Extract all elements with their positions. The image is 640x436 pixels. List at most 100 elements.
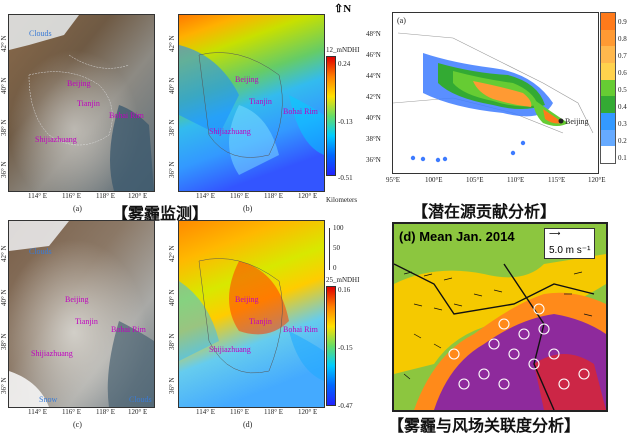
colorbar-min: -0.51 bbox=[338, 174, 353, 182]
y-tick: 42°N bbox=[366, 93, 381, 101]
x-tick: 105°E bbox=[466, 176, 484, 184]
colorbar-swatch bbox=[601, 146, 615, 164]
y-tick: 40° N bbox=[0, 77, 8, 94]
y-tick: 42° N bbox=[0, 245, 8, 262]
colorbar-min: -0.47 bbox=[338, 402, 353, 410]
city-label: Clouds bbox=[29, 247, 52, 256]
y-tick: 48°N bbox=[366, 30, 381, 38]
city-label: Snow bbox=[39, 395, 58, 404]
city-label: Tianjin bbox=[249, 97, 272, 106]
vector-arrow-icon: ⟶ bbox=[549, 229, 561, 238]
panel-label: (a) bbox=[73, 204, 82, 213]
x-tick: 95°E bbox=[386, 176, 401, 184]
city-label: Shijiazhuang bbox=[31, 349, 73, 358]
wind-vector-legend: ⟶ 5.0 m s⁻¹ bbox=[544, 228, 596, 259]
colorbar-max: 0.24 bbox=[338, 60, 351, 68]
panel-label: (d) bbox=[243, 420, 253, 429]
scale-bar-line bbox=[329, 228, 330, 270]
ndhi-image-b bbox=[179, 15, 324, 191]
panel-label: (a) bbox=[397, 16, 406, 25]
truecolor-image-c bbox=[9, 221, 154, 407]
x-tick: 120° E bbox=[128, 408, 148, 416]
city-beijing-label: Beijing bbox=[565, 117, 589, 126]
city-label: Shijiazhuang bbox=[209, 345, 251, 354]
y-tick: 38° N bbox=[0, 333, 8, 350]
x-tick: 120° E bbox=[298, 408, 318, 416]
scale-tick: 100 bbox=[333, 224, 344, 232]
wind-map-title: (d) Mean Jan. 2014 bbox=[399, 229, 515, 244]
vector-legend-label: 5.0 m s⁻¹ bbox=[549, 245, 591, 256]
x-tick: 100°E bbox=[425, 176, 443, 184]
colorbar-tick: 0.6 bbox=[618, 69, 627, 77]
city-label: Shijiazhuang bbox=[209, 127, 251, 136]
city-label: Bohai Rim bbox=[109, 111, 144, 120]
source-contribution-map: (a) Beijing bbox=[392, 12, 599, 174]
colorbar-d bbox=[326, 286, 336, 406]
colorbar-max: 0.16 bbox=[338, 286, 351, 294]
y-tick: 42° N bbox=[0, 35, 8, 52]
y-tick: 36° N bbox=[0, 161, 8, 178]
wind-field-map: (d) Mean Jan. 2014 ⟶ 5.0 m s⁻¹ bbox=[392, 222, 608, 412]
y-tick: 42° N bbox=[168, 245, 176, 262]
city-label: Clouds bbox=[129, 395, 152, 404]
y-tick: 38° N bbox=[168, 119, 176, 136]
y-tick: 40° N bbox=[168, 77, 176, 94]
colorbar-title: 25_mNDHI bbox=[326, 276, 360, 284]
truecolor-image-a bbox=[9, 15, 154, 191]
caption-haze-monitoring: 【雾霾监测】 bbox=[112, 204, 209, 223]
panel-a-truecolor-map: Clouds Beijing Tianjin Bohai Rim Shijiaz… bbox=[8, 14, 155, 192]
x-tick: 114° E bbox=[196, 408, 216, 416]
colorbar-tick: 0.4 bbox=[618, 103, 627, 111]
x-tick: 120° E bbox=[298, 192, 318, 200]
scale-tick: 50 bbox=[333, 244, 340, 252]
y-tick: 36°N bbox=[366, 156, 381, 164]
x-tick: 115°E bbox=[548, 176, 566, 184]
y-tick: 40° N bbox=[0, 289, 8, 306]
x-tick: 118° E bbox=[264, 192, 284, 200]
colorbar-mid: -0.13 bbox=[338, 118, 353, 126]
colorbar-b bbox=[326, 56, 336, 176]
city-label: Bohai Rim bbox=[111, 325, 146, 334]
colorbar-mid: -0.15 bbox=[338, 344, 353, 352]
colorbar-tick: 0.2 bbox=[618, 137, 627, 145]
colorbar-swatch bbox=[601, 96, 615, 114]
x-tick: 114° E bbox=[28, 408, 48, 416]
colorbar-swatch bbox=[601, 79, 615, 97]
panel-label: (b) bbox=[243, 204, 253, 213]
y-tick: 36° N bbox=[168, 161, 176, 178]
colorbar-tick: 0.8 bbox=[618, 35, 627, 43]
city-label: Clouds bbox=[29, 29, 52, 38]
x-tick: 116° E bbox=[62, 192, 82, 200]
colorbar-title: 12_mNDHI bbox=[326, 46, 360, 54]
city-label: Beijing bbox=[235, 75, 259, 84]
panel-c-truecolor-map: Clouds Beijing Tianjin Bohai Rim Shijiaz… bbox=[8, 220, 155, 408]
city-label: Beijing bbox=[65, 295, 89, 304]
y-tick: 46°N bbox=[366, 51, 381, 59]
city-label: Bohai Rim bbox=[283, 325, 318, 334]
x-tick: 114° E bbox=[196, 192, 216, 200]
colorbar-tick: 0.9 bbox=[618, 18, 627, 26]
pscf-field bbox=[393, 32, 594, 163]
colorbar-swatch bbox=[601, 63, 615, 80]
colorbar-swatch bbox=[601, 113, 615, 130]
x-tick: 114° E bbox=[28, 192, 48, 200]
x-tick: 120° E bbox=[128, 192, 148, 200]
y-tick: 38°N bbox=[366, 135, 381, 143]
y-tick: 42° N bbox=[168, 35, 176, 52]
source-colorbar bbox=[600, 12, 616, 164]
x-tick: 118° E bbox=[264, 408, 284, 416]
colorbar-tick: 0.7 bbox=[618, 52, 627, 60]
colorbar-swatch bbox=[601, 129, 615, 147]
x-tick: 110°E bbox=[507, 176, 525, 184]
colorbar-swatch bbox=[601, 46, 615, 64]
panel-b-ndhi-map: Beijing Tianjin Bohai Rim Shijiazhuang bbox=[178, 14, 325, 192]
x-tick: 118° E bbox=[96, 192, 116, 200]
city-label: Tianjin bbox=[75, 317, 98, 326]
y-tick: 40° N bbox=[168, 289, 176, 306]
colorbar-swatch bbox=[601, 29, 615, 47]
scale-label: Kilometers bbox=[326, 196, 358, 204]
colorbar-tick: 0.3 bbox=[618, 120, 627, 128]
city-label: Tianjin bbox=[249, 317, 272, 326]
colorbar-tick: 0.5 bbox=[618, 86, 627, 94]
y-tick: 36° N bbox=[0, 377, 8, 394]
